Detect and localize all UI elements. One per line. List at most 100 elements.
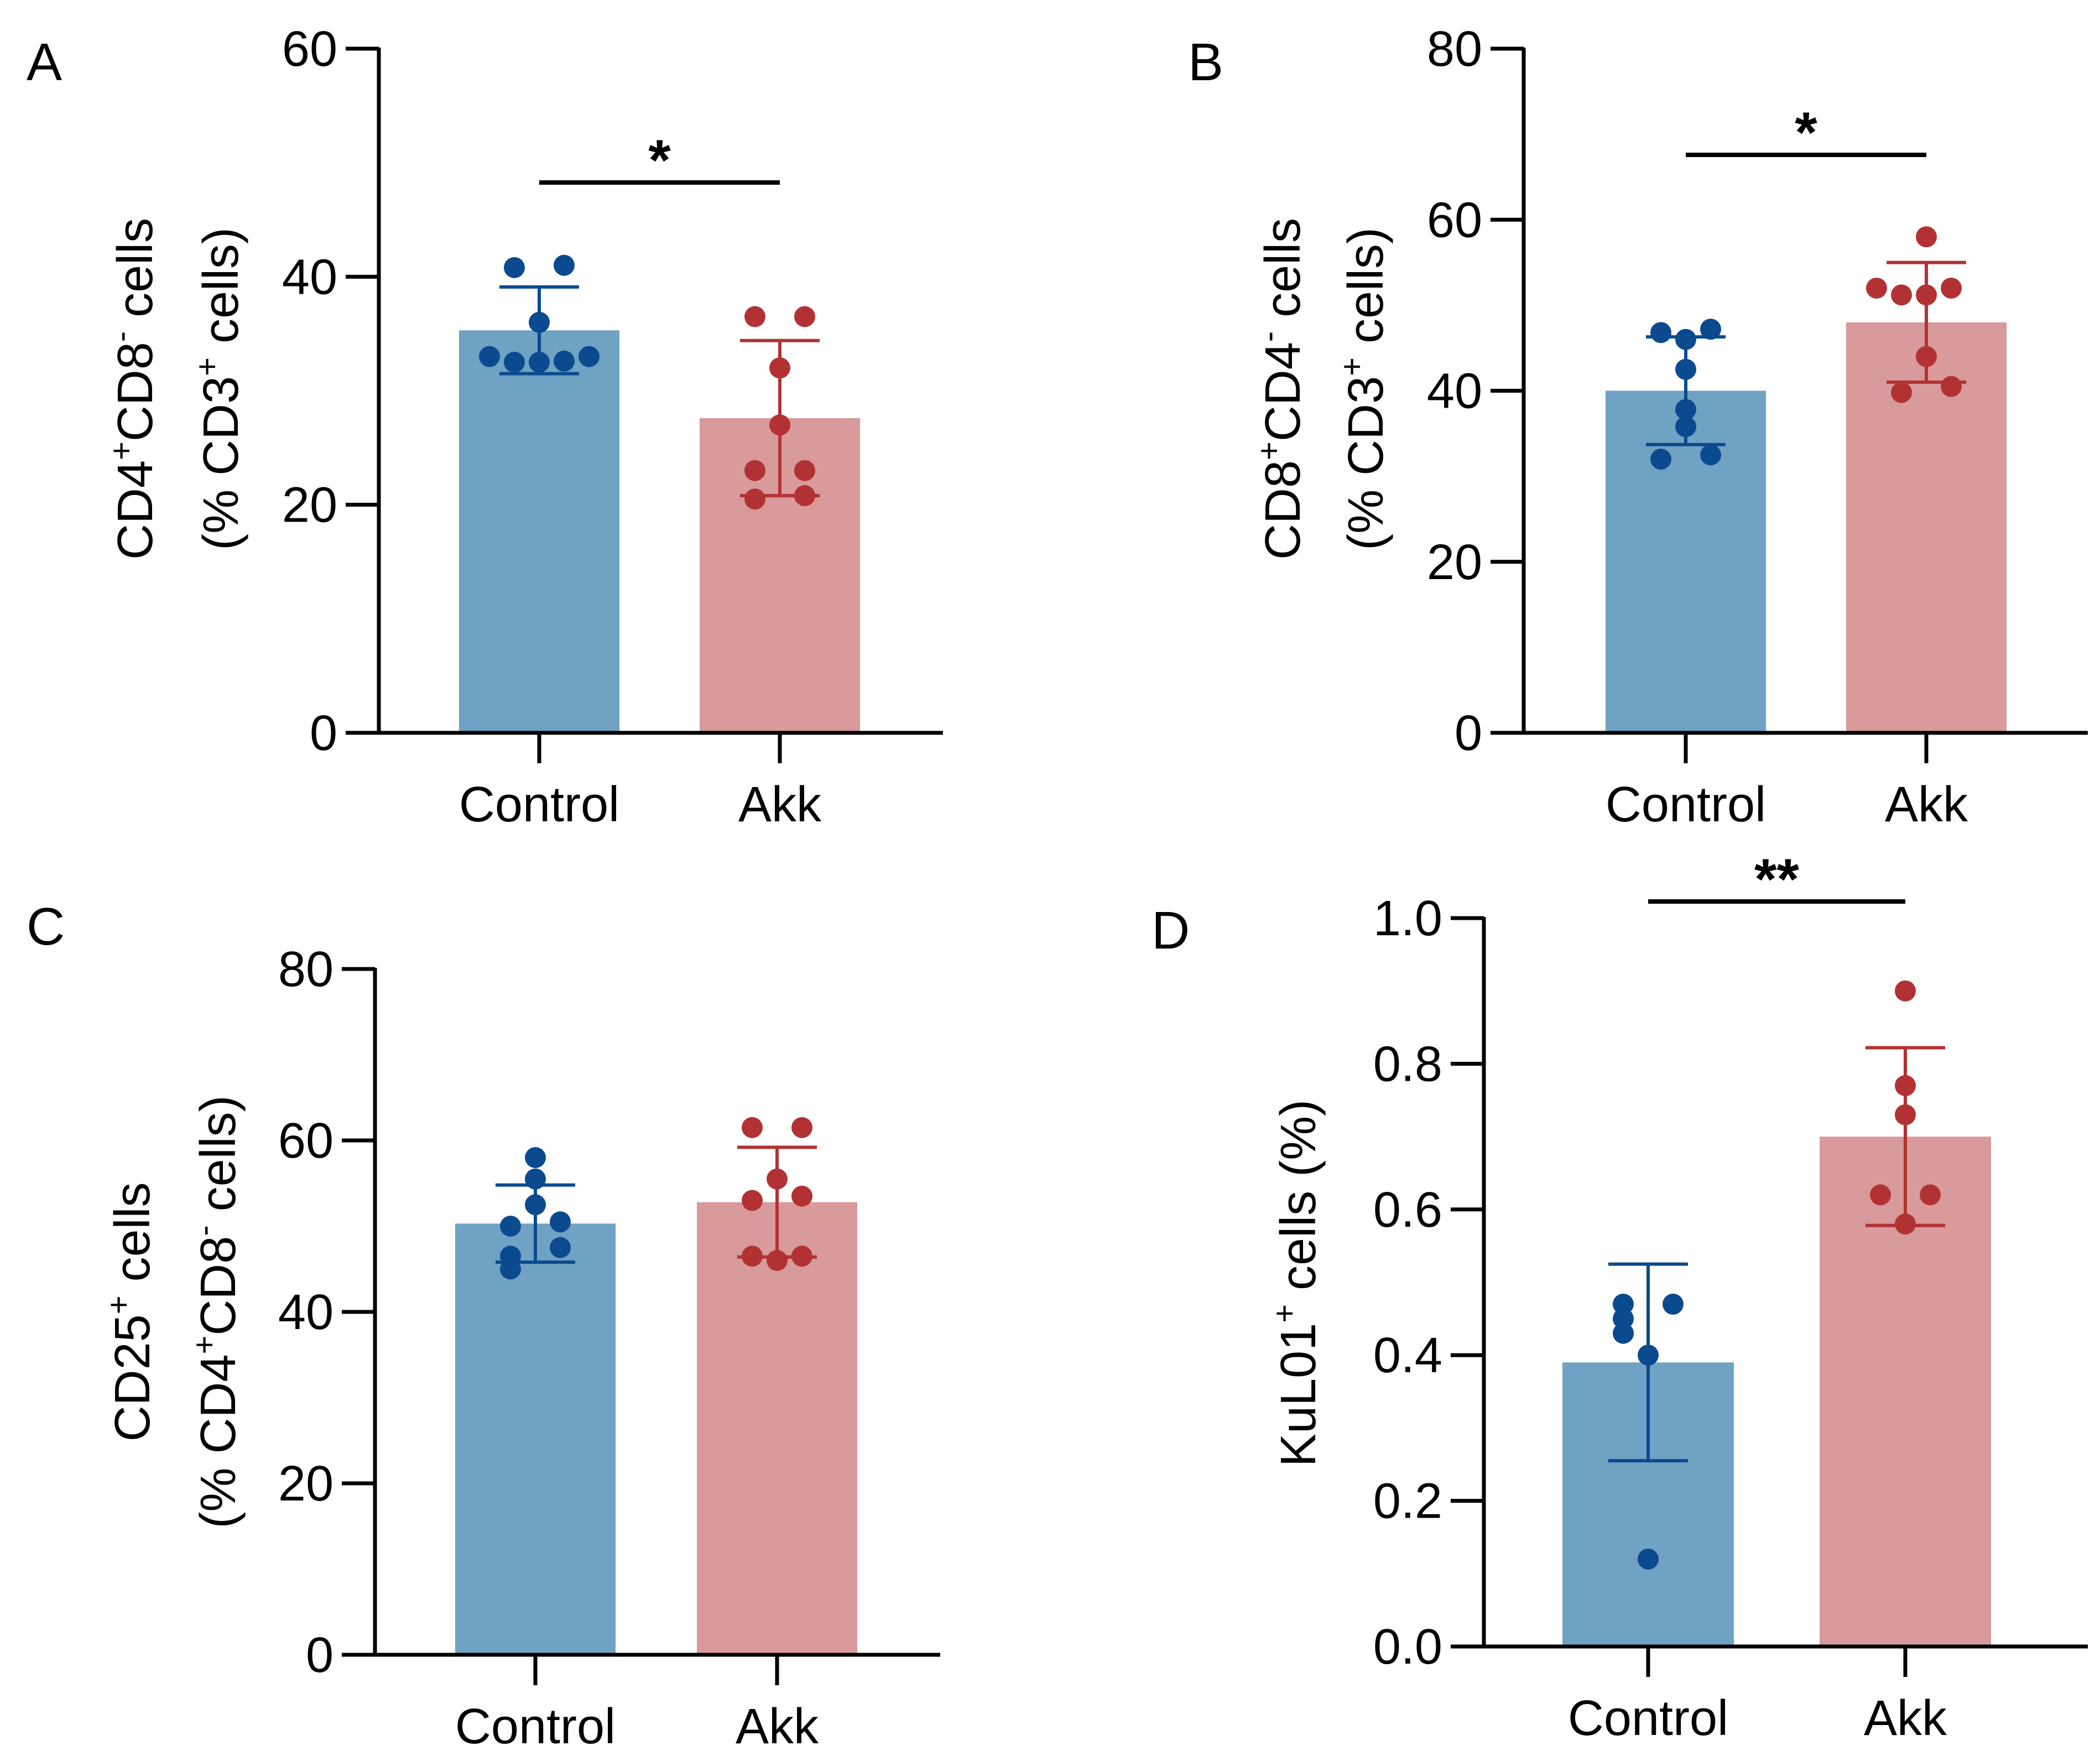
- ylabel-run: cells: [105, 1182, 160, 1295]
- data-point-akk: [769, 357, 790, 379]
- ylabel-run: +: [1251, 441, 1287, 460]
- data-point-control: [1700, 319, 1721, 340]
- ylabel-run: CD8: [1255, 460, 1311, 560]
- x-category-label: Control: [459, 777, 619, 832]
- data-point-akk: [769, 414, 790, 436]
- data-point-akk: [1941, 376, 1962, 397]
- panel-label: D: [1151, 901, 1190, 960]
- data-point-control: [1675, 329, 1696, 350]
- ylabel-run: +: [189, 357, 225, 376]
- data-point-akk: [791, 1185, 812, 1207]
- x-category-label: Akk: [736, 1699, 819, 1754]
- significance-label: *: [1795, 101, 1817, 165]
- ylabel-run: CD4: [1255, 342, 1311, 441]
- data-point-akk: [1870, 1184, 1891, 1206]
- ylabel-run: -: [1251, 331, 1287, 342]
- ylabel-run: +: [101, 1296, 137, 1315]
- y-axis-title-line1: CD25+ cells: [101, 1182, 160, 1441]
- ylabel-run: (% CD3: [194, 376, 249, 550]
- data-point-control: [554, 254, 575, 276]
- data-point-akk: [1895, 1104, 1916, 1125]
- data-point-akk: [744, 460, 765, 481]
- data-point-control: [525, 1194, 546, 1216]
- data-point-akk: [1895, 980, 1916, 1002]
- y-tick-label: 0.4: [1373, 1328, 1442, 1383]
- data-point-control: [1613, 1308, 1634, 1330]
- bar-control: [1606, 390, 1766, 733]
- data-point-akk: [744, 306, 765, 327]
- y-axis-title-line1: CD8+CD4- cells: [1251, 218, 1311, 560]
- data-point-akk: [794, 485, 815, 507]
- data-point-control: [504, 351, 525, 373]
- y-tick-label: 40: [282, 249, 337, 305]
- ylabel-run: CD4: [108, 460, 163, 560]
- y-tick-label: 0: [310, 706, 337, 761]
- data-point-control: [1613, 1322, 1634, 1344]
- data-point-control: [1650, 322, 1671, 343]
- data-point-control: [1638, 1345, 1659, 1366]
- data-point-control: [579, 346, 600, 367]
- data-point-akk: [767, 1250, 788, 1271]
- data-point-control: [479, 346, 500, 367]
- data-point-control: [1663, 1294, 1684, 1315]
- data-point-akk: [1916, 346, 1937, 367]
- data-point-control: [529, 351, 550, 373]
- y-axis-title-line1: KuL01+ cells (%): [1267, 1100, 1326, 1467]
- ylabel-run: -: [103, 331, 139, 342]
- y-tick-label: 0.6: [1373, 1182, 1442, 1238]
- data-point-akk: [791, 1117, 812, 1138]
- ylabel-run: cells): [191, 1095, 246, 1225]
- y-tick-label: 1.0: [1373, 891, 1442, 946]
- ylabel-run: -: [186, 1225, 222, 1236]
- y-tick-label: 20: [282, 478, 337, 533]
- data-point-control: [529, 311, 550, 333]
- data-point-control: [1675, 416, 1696, 437]
- data-point-control: [500, 1216, 521, 1237]
- data-point-akk: [742, 1190, 763, 1211]
- data-point-control: [1675, 358, 1696, 380]
- y-axis-title-line2: (% CD3+ cells): [189, 227, 249, 550]
- ylabel-run: CD8: [108, 342, 163, 441]
- ylabel-run: +: [186, 1336, 222, 1354]
- data-point-akk: [1895, 1213, 1916, 1235]
- data-point-akk: [1916, 284, 1937, 306]
- data-point-akk: [1941, 277, 1962, 299]
- y-axis-title-line2: (% CD3+ cells): [1334, 227, 1394, 550]
- x-category-label: Control: [1606, 777, 1766, 832]
- ylabel-run: +: [103, 441, 139, 460]
- data-point-akk: [1916, 226, 1937, 248]
- data-point-control: [500, 1246, 521, 1267]
- y-tick-label: 80: [278, 942, 334, 997]
- x-category-label: Akk: [1885, 777, 1968, 832]
- data-point-control: [550, 1237, 571, 1258]
- data-point-control: [1613, 1294, 1634, 1315]
- y-tick-label: 60: [1427, 192, 1482, 248]
- data-point-control: [504, 257, 525, 278]
- data-point-akk: [744, 488, 765, 510]
- data-point-akk: [1895, 1075, 1916, 1096]
- y-tick-label: 40: [278, 1285, 334, 1340]
- data-point-akk: [742, 1246, 763, 1267]
- y-tick-label: 0.0: [1373, 1619, 1442, 1675]
- x-category-label: Akk: [738, 777, 822, 832]
- ylabel-run: cells: [1255, 218, 1311, 331]
- data-point-akk: [767, 1168, 788, 1190]
- data-point-akk: [794, 306, 815, 327]
- data-point-akk: [791, 1246, 812, 1267]
- y-tick-label: 60: [282, 22, 337, 77]
- bar-control: [455, 1223, 616, 1655]
- data-point-control: [525, 1168, 546, 1190]
- data-point-control: [554, 350, 575, 372]
- bar-akk: [1846, 322, 2007, 733]
- data-point-akk: [1866, 277, 1887, 299]
- y-tick-label: 0.2: [1373, 1474, 1442, 1529]
- bar-control: [459, 330, 619, 733]
- y-axis-title-line2: (% CD4+CD8- cells): [186, 1095, 246, 1528]
- ylabel-run: (% CD4: [191, 1354, 246, 1529]
- ylabel-run: CD25: [105, 1314, 160, 1441]
- data-point-akk: [1891, 284, 1912, 306]
- x-category-label: Akk: [1864, 1691, 1947, 1746]
- x-category-label: Control: [455, 1699, 616, 1754]
